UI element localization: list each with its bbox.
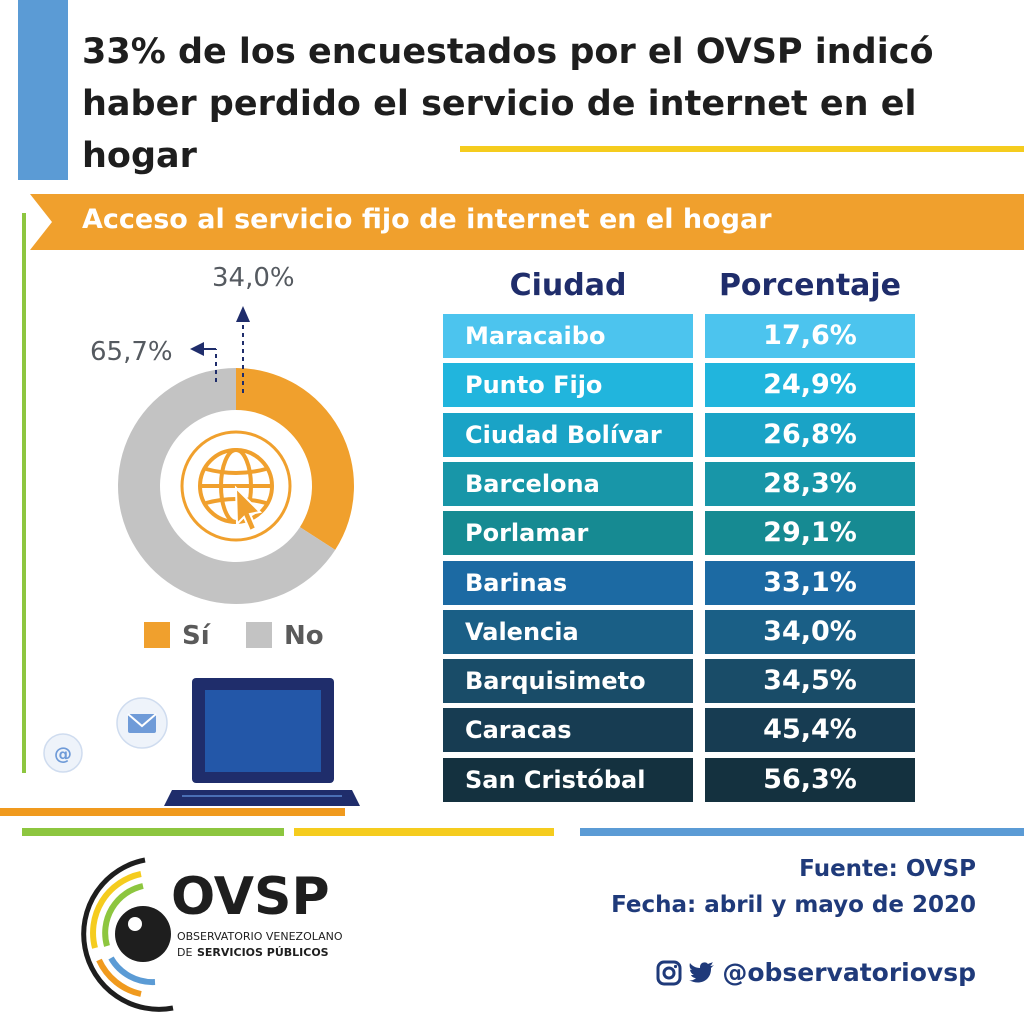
logo-line2: SERVICIOS PÚBLICOS [197, 946, 329, 959]
pct-label-si: 34,0% [212, 263, 295, 293]
cursor-icon [234, 485, 263, 533]
accent-bar [18, 0, 68, 180]
date-text: Fecha: abril y mayo de 2020 [611, 892, 976, 918]
chart-subtitle: Acceso al servicio fijo de internet en e… [82, 204, 772, 235]
logo-line2-prefix: DE [177, 946, 192, 959]
footer-stripe-green [22, 828, 284, 836]
table-cell-percentage: 33,1% [705, 561, 915, 605]
table-cell-city: Valencia [443, 610, 693, 654]
instagram-icon[interactable] [656, 960, 682, 986]
table-cell-city: Ciudad Bolívar [443, 413, 693, 457]
page-title: 33% de los encuestados por el OVSP indic… [82, 32, 934, 176]
legend-swatch-no [246, 622, 272, 648]
envelope-icon [116, 697, 168, 749]
table-cell-city: Punto Fijo [443, 363, 693, 407]
left-accent-line [22, 213, 26, 773]
table-cell-city: San Cristóbal [443, 758, 693, 802]
twitter-icon[interactable] [688, 960, 716, 986]
footer-stripe-yellow [294, 828, 554, 836]
logo-line1: OBSERVATORIO VENEZOLANO [177, 930, 343, 943]
table-cell-city: Maracaibo [443, 314, 693, 358]
table-cell-percentage: 45,4% [705, 708, 915, 752]
svg-text:@: @ [54, 744, 72, 765]
legend-swatch-si [144, 622, 170, 648]
ovsp-logo: OVSP OBSERVATORIO VENEZOLANO DE SERVICIO… [81, 857, 343, 1012]
footer-stripe-blue [580, 828, 1024, 836]
table-cell-percentage: 56,3% [705, 758, 915, 802]
handle-text[interactable]: @observatoriovsp [722, 958, 976, 987]
table-cell-city: Caracas [443, 708, 693, 752]
legend-label-no: No [284, 621, 324, 651]
table-cell-percentage: 24,9% [705, 363, 915, 407]
legend-label-si: Sí [182, 621, 212, 651]
donut-slices [117, 368, 355, 604]
table-header-percentage: Porcentaje [718, 268, 902, 303]
subtitle-banner [30, 194, 1024, 250]
donut-slice-si [236, 368, 355, 550]
table-header-city: Ciudad [509, 268, 627, 303]
laptop-icon [164, 678, 360, 806]
source-text: Fuente: OVSP [799, 856, 976, 882]
table-cell-percentage: 17,6% [705, 314, 915, 358]
eye-icon [115, 906, 171, 962]
globe-ring [180, 430, 292, 542]
table-cell-city: Barquisimeto [443, 659, 693, 703]
table-cell-percentage: 34,5% [705, 659, 915, 703]
donut-chart: 34,0% 65,7% Sí No @ [43, 263, 360, 806]
social-handle: @observatoriovsp [656, 958, 976, 987]
footer-stripe-orange [0, 808, 345, 816]
table-cell-city: Barcelona [443, 462, 693, 506]
table-cell-percentage: 28,3% [705, 462, 915, 506]
title-underline [460, 146, 1024, 152]
table-cell-percentage: 34,0% [705, 610, 915, 654]
table-cell-percentage: 26,8% [705, 413, 915, 457]
table-cell-city: Barinas [443, 561, 693, 605]
at-icon: @ [43, 733, 83, 773]
table-cell-city: Porlamar [443, 511, 693, 555]
logo-name: OVSP [171, 867, 330, 927]
pct-label-no: 65,7% [90, 337, 173, 367]
donut-slice-no [117, 368, 336, 604]
table-cell-percentage: 29,1% [705, 511, 915, 555]
